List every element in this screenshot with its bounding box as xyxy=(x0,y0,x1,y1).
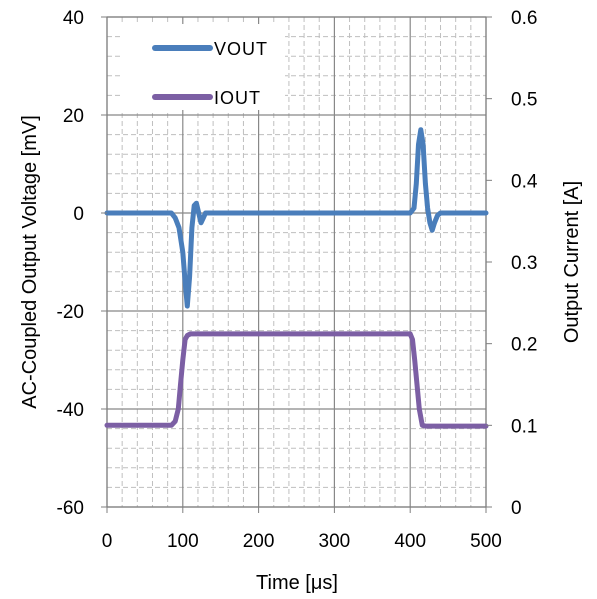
y-left-tick-label: -20 xyxy=(57,302,84,323)
y-left-tick-label: -40 xyxy=(57,400,84,421)
ticks: 0 100 200 300 400 500-60-40-200204000.10.20.3… xyxy=(57,8,538,552)
legend-label-iout: IOUT xyxy=(214,88,261,108)
y-right-tick-label: 0.4 xyxy=(511,171,538,192)
y-axis-title-right: Output Current [A] xyxy=(561,181,583,343)
y-right-tick-label: 0.3 xyxy=(511,253,537,274)
y-left-tick-label: -60 xyxy=(57,498,84,519)
series-layer xyxy=(104,127,489,429)
x-tick-label: 200 xyxy=(243,531,275,552)
y-right-tick-label: 0.1 xyxy=(511,416,537,437)
x-tick-label: 500 xyxy=(470,531,502,552)
x-tick-label: 400 xyxy=(394,531,426,552)
y-right-tick-label: 0.6 xyxy=(511,8,537,29)
y-left-tick-label: 0 xyxy=(73,204,84,225)
y-right-tick-label: 0 xyxy=(511,498,522,519)
x-tick-label: 300 xyxy=(319,531,351,552)
x-tick-label: 100 xyxy=(167,531,199,552)
x-axis-title: Time [μs] xyxy=(256,572,338,594)
y-right-tick-label: 0.2 xyxy=(511,335,537,356)
y-axis-title-left: AC-Coupled Output Voltage [mV] xyxy=(19,115,41,409)
legend: VOUT IOUT xyxy=(120,24,285,110)
series-line-vout xyxy=(104,127,489,309)
x-tick-label: 0 xyxy=(102,531,113,552)
series-line-iout xyxy=(104,331,489,429)
legend-label-vout: VOUT xyxy=(214,39,268,59)
y-right-tick-label: 0.5 xyxy=(511,90,537,111)
y-left-tick-label: 40 xyxy=(63,8,84,29)
y-left-tick-label: 20 xyxy=(63,106,84,127)
